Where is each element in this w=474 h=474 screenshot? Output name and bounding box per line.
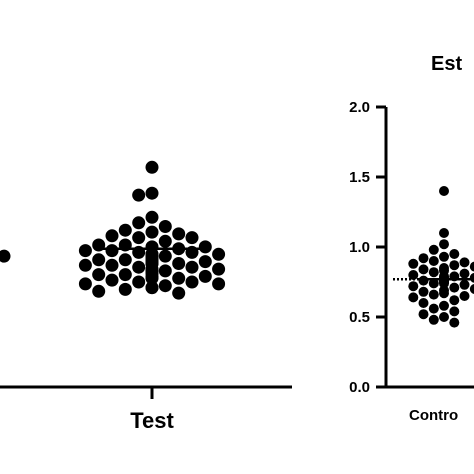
right-control-dot [439,312,449,322]
left-test-dot [158,264,172,278]
right-dots [393,186,474,328]
left-x-category-label: Test [130,408,174,433]
left-test-dot [212,277,226,291]
left-test-dot [92,253,106,267]
left-test-dot [78,258,92,272]
right-control-dot [459,268,470,279]
right-control-dot [469,272,474,283]
left-test-dot [145,271,159,285]
left-test-dot [172,257,186,270]
left-test-dot [198,269,212,283]
left-test-dot [132,275,146,289]
left-test-dot [92,284,106,298]
left-test-dot [145,210,159,224]
right-control-dot [439,239,449,250]
left-test-dot [105,258,119,272]
left-test-dot [118,268,132,282]
right-ytick-label: 2.0 [349,99,370,116]
left-test-dot [78,277,92,291]
left-test-dot [145,186,159,200]
left-test-dot [118,253,132,267]
left-test-dot [185,231,199,245]
right-control-dot [428,267,439,278]
left-test-dot [105,244,119,258]
right-control-dot [418,286,429,297]
left-test-dot [158,249,172,263]
left-test-dot [145,281,159,295]
right-control-dot [418,298,429,308]
right-control-dot [439,228,449,238]
left-test-dot [185,260,199,274]
right-control-dot [439,186,449,196]
right-control-dot [459,257,470,268]
right-control-dot [439,288,449,299]
left-test-dot [158,220,172,233]
left-panel: Test [0,160,292,433]
right-control-dot [428,244,439,255]
right-ytick-label: 1.0 [349,239,370,256]
right-ytick-label: 1.5 [349,169,370,186]
left-test-dot [172,286,186,300]
left-test-dot [105,273,119,287]
right-control-dot [428,303,439,314]
right-control-dot [449,260,460,271]
left-test-dot [145,225,159,239]
right-control-dot [408,258,419,269]
right-control-dot [418,264,429,275]
left-test-dot [212,247,226,261]
left-test-dot [105,229,119,243]
right-yticks: 0.0 0.5 1.0 1.5 2.0 [349,99,386,396]
right-control-dot [428,289,439,300]
left-test-dot [132,260,146,274]
right-control-dot [469,284,474,294]
left-test-dot [185,275,199,289]
left-test-dot [198,255,212,269]
left-test-dot [118,223,132,237]
right-control-dot [439,278,449,289]
left-test-dot [158,279,172,293]
right-control-dot [428,314,439,325]
left-test-dot [158,234,172,248]
right-control-dot [418,309,429,320]
left-test-dot [198,240,212,254]
left-test-dot [172,271,186,285]
right-control-dot [459,279,470,290]
right-control-dot [408,270,419,280]
left-test-dot [132,188,146,202]
right-control-dot [418,253,429,264]
left-test-dot [212,262,226,276]
right-panel: Est 0.0 0.5 1.0 1.5 2.0 Contro [349,53,474,424]
left-test-dot [132,216,146,230]
right-control-dot [408,292,419,303]
right-control-dot [449,295,460,306]
right-ytick-label: 0.0 [349,379,370,396]
right-x-category-label: Contro [409,407,458,424]
left-test-dot [78,244,92,258]
right-control-dot [449,317,460,328]
right-control-dot [469,261,474,272]
left-edge-dot [0,249,11,263]
right-control-dot [459,291,470,301]
right-ytick-label: 0.5 [349,309,370,326]
left-test-dot [145,160,159,174]
right-control-dot [418,275,429,286]
left-test-dot [92,238,106,252]
right-control-dot [439,251,449,262]
right-control-dot [408,281,419,292]
left-test-dot [172,227,186,241]
left-test-dot [118,282,132,296]
left-test-dot [132,231,146,245]
right-title: Est [431,53,462,75]
right-control-dot [449,282,460,293]
right-control-dot [449,249,460,259]
right-control-dot [428,278,439,289]
left-test-dot [92,268,106,282]
right-control-dot [449,306,460,317]
left-dots [0,160,226,300]
right-control-dot [439,300,449,311]
right-control-dot [428,256,439,266]
